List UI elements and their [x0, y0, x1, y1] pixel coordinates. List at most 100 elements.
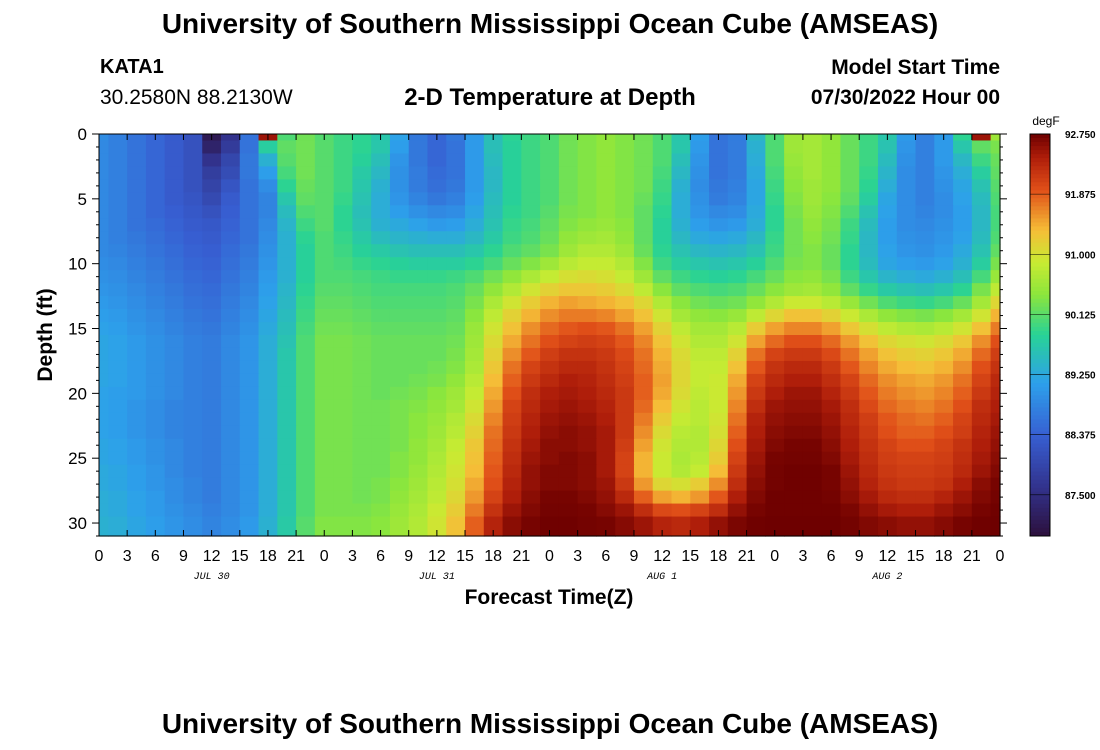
heatmap-cell: [277, 179, 296, 193]
heatmap-cell: [99, 296, 109, 310]
heatmap-cell: [540, 244, 559, 258]
heatmap-cell: [540, 491, 559, 505]
heatmap-cell: [165, 296, 184, 310]
heatmap-cell: [934, 361, 953, 375]
heatmap-cell: [146, 283, 165, 297]
heatmap-cell: [953, 413, 972, 427]
heatmap-cell: [916, 134, 935, 141]
colorbar-swatch: [1030, 287, 1050, 292]
heatmap-cell: [334, 270, 353, 284]
heatmap-cell: [953, 270, 972, 284]
heatmap-cell: [559, 218, 578, 232]
heatmap-cell: [315, 335, 334, 349]
heatmap-cell: [277, 257, 296, 271]
heatmap-cell: [672, 335, 691, 349]
heatmap-cell: [953, 309, 972, 323]
heatmap-cell: [840, 205, 859, 219]
heatmap-cell: [446, 478, 465, 492]
y-tick-label: 5: [78, 190, 87, 209]
heatmap-cell: [859, 296, 878, 310]
heatmap-cell: [840, 400, 859, 414]
heatmap-cell: [747, 387, 766, 401]
heatmap-cell: [840, 361, 859, 375]
heatmap-cell: [878, 491, 897, 505]
heatmap-cell: [878, 192, 897, 206]
heatmap-cell: [277, 296, 296, 310]
heatmap-cell: [840, 270, 859, 284]
heatmap-cell: [916, 218, 935, 232]
heatmap-cell: [859, 166, 878, 180]
heatmap-cell: [784, 504, 803, 518]
heatmap-cell: [446, 374, 465, 388]
heatmap-cell: [315, 413, 334, 427]
heatmap-cell: [596, 179, 615, 193]
heatmap-cell: [503, 504, 522, 518]
heatmap-cell: [822, 283, 841, 297]
heatmap-cell: [897, 296, 916, 310]
heatmap-cell: [634, 257, 653, 271]
colorbar-swatch: [1030, 150, 1050, 155]
heatmap-cell: [672, 465, 691, 479]
heatmap-cell: [183, 413, 202, 427]
heatmap-cell: [559, 348, 578, 362]
heatmap-cell: [221, 134, 240, 141]
heatmap-cell: [765, 426, 784, 440]
heatmap-cell: [634, 452, 653, 466]
heatmap-cell: [183, 218, 202, 232]
heatmap-cell: [352, 257, 371, 271]
heatmap-cell: [615, 413, 634, 427]
heatmap-cell: [953, 439, 972, 453]
heatmap-cell: [390, 361, 409, 375]
heatmap-cell: [991, 348, 1001, 362]
heatmap-cell: [183, 134, 202, 141]
heatmap-cell: [221, 374, 240, 388]
heatmap-cell: [409, 361, 428, 375]
heatmap-cell: [859, 322, 878, 336]
heatmap-cell: [334, 491, 353, 505]
colorbar-swatch: [1030, 206, 1050, 211]
heatmap-cell: [484, 153, 503, 167]
heatmap-cell: [446, 413, 465, 427]
heatmap-cell: [991, 374, 1001, 388]
heatmap-cell: [672, 452, 691, 466]
heatmap-cell: [540, 504, 559, 518]
heatmap-cell: [334, 361, 353, 375]
x-tick-label: 0: [95, 548, 104, 565]
heatmap-cell: [578, 270, 597, 284]
heatmap-cell: [991, 517, 1001, 537]
heatmap-cell: [371, 283, 390, 297]
heatmap-cell: [559, 491, 578, 505]
heatmap-cell: [165, 439, 184, 453]
heatmap-cell: [634, 439, 653, 453]
heatmap-cell: [709, 166, 728, 180]
heatmap-cell: [521, 166, 540, 180]
x-tick-label: 3: [348, 548, 357, 565]
heatmap-cell: [972, 387, 991, 401]
heatmap-cell: [803, 439, 822, 453]
heatmap-cell: [127, 179, 146, 193]
heatmap-cell: [352, 361, 371, 375]
heatmap-cell: [559, 140, 578, 154]
heatmap-cell: [803, 244, 822, 258]
heatmap-cell: [371, 244, 390, 258]
heatmap-cell: [259, 491, 278, 505]
x-tick-label: 15: [231, 548, 249, 565]
heatmap-cell: [859, 504, 878, 518]
heatmap-cell: [822, 400, 841, 414]
heatmap-cell: [972, 205, 991, 219]
heatmap-cell: [315, 205, 334, 219]
heatmap-cell: [503, 296, 522, 310]
heatmap-cell: [916, 504, 935, 518]
heatmap-cell: [409, 179, 428, 193]
heatmap-cell: [803, 374, 822, 388]
heatmap-cell: [765, 283, 784, 297]
heatmap-cell: [728, 478, 747, 492]
heatmap-cell: [99, 205, 109, 219]
heatmap-cell: [934, 205, 953, 219]
heatmap-cell: [840, 439, 859, 453]
heatmap-cell: [991, 504, 1001, 518]
heatmap-cell: [352, 335, 371, 349]
heatmap-cell: [615, 179, 634, 193]
date-label: AUG 1: [646, 572, 677, 583]
heatmap-cell: [503, 413, 522, 427]
